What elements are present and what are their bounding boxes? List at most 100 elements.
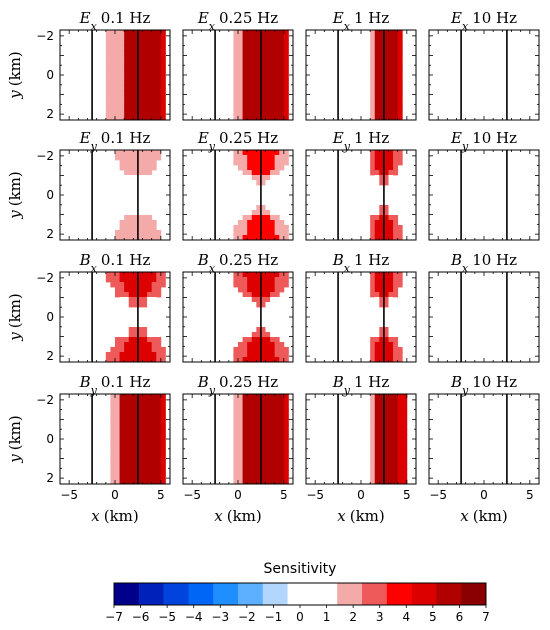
sensitivity-cell: [260, 55, 266, 61]
sensitivity-cell: [383, 399, 389, 405]
sensitivity-cell: [279, 409, 285, 415]
sensitivity-cell: [115, 474, 120, 480]
sensitivity-cell: [374, 155, 380, 161]
sensitivity-cell: [274, 70, 280, 76]
sensitivity-cell: [270, 160, 276, 166]
sensitivity-cell: [388, 155, 394, 161]
colorbar-tick-label: −4: [185, 610, 203, 624]
sensitivity-cell: [370, 230, 376, 236]
sensitivity-cell: [379, 100, 385, 106]
sensitivity-cell: [274, 210, 280, 216]
sensitivity-cell: [279, 225, 285, 231]
sensitivity-cell: [374, 210, 380, 216]
sensitivity-cell: [379, 277, 385, 283]
sensitivity-cell: [128, 409, 134, 415]
sensitivity-cell: [233, 347, 239, 353]
sensitivity-cell: [256, 337, 262, 343]
sensitivity-cell: [393, 80, 399, 86]
colorbar-tick-label: −6: [132, 610, 150, 624]
colorbar-tick-label: 6: [456, 610, 464, 624]
sensitivity-cell: [256, 434, 262, 440]
sensitivity-cell: [370, 235, 376, 241]
sensitivity-cell: [238, 90, 243, 96]
sensitivity-cell: [370, 469, 376, 475]
sensitivity-cell: [379, 394, 385, 400]
sensitivity-cell: [388, 404, 394, 410]
sensitivity-cell: [397, 454, 403, 460]
sensitivity-cell: [274, 429, 280, 435]
sensitivity-cell: [242, 70, 248, 76]
sensitivity-cell: [260, 90, 266, 96]
sensitivity-cell: [393, 100, 399, 106]
sensitivity-cell: [260, 100, 266, 106]
sensitivity-cell: [105, 357, 111, 363]
sensitivity-cell: [242, 175, 248, 181]
panel-title: Ex 0.25 Hz: [197, 9, 278, 33]
sensitivity-cell: [247, 30, 253, 36]
sensitivity-cell: [151, 90, 157, 96]
sensitivity-cell: [265, 45, 271, 51]
sensitivity-cell: [379, 155, 385, 161]
sensitivity-cell: [147, 175, 153, 181]
sensitivity-cell: [393, 160, 399, 166]
sensitivity-cell: [133, 479, 139, 485]
sensitivity-cell: [374, 302, 380, 308]
sensitivity-cell: [128, 282, 134, 288]
sensitivity-cell: [370, 459, 376, 465]
sensitivity-cell: [242, 45, 248, 51]
y-tick-label: 0: [46, 432, 54, 446]
sensitivity-cell: [133, 282, 139, 288]
sensitivity-cell: [274, 394, 280, 400]
sensitivity-cell: [137, 449, 143, 455]
sensitivity-cell: [279, 55, 285, 61]
sensitivity-cell: [137, 45, 143, 51]
sensitivity-cell: [383, 449, 389, 455]
sensitivity-cell: [270, 419, 276, 425]
colorbar-tick-label: 2: [349, 610, 357, 624]
sensitivity-cell: [260, 394, 266, 400]
sensitivity-cell: [151, 287, 157, 293]
sensitivity-cell: [233, 469, 239, 475]
sensitivity-cell: [151, 210, 157, 216]
sensitivity-cell: [128, 180, 134, 186]
sensitivity-cell: [156, 40, 162, 46]
sensitivity-cell: [374, 337, 380, 343]
sensitivity-cell: [133, 399, 139, 405]
sensitivity-cell: [379, 80, 385, 86]
sensitivity-cell: [128, 155, 134, 161]
sensitivity-cell: [142, 409, 148, 415]
sensitivity-cell: [388, 230, 394, 236]
sensitivity-cell: [251, 155, 257, 161]
sensitivity-cell: [124, 394, 130, 400]
sensitivity-cell: [142, 85, 148, 91]
sensitivity-cell: [374, 352, 380, 358]
sensitivity-cell: [247, 115, 253, 121]
sensitivity-cell: [270, 332, 276, 338]
sensitivity-cell: [397, 419, 403, 425]
sensitivity-cell: [256, 449, 262, 455]
sensitivity-cell: [256, 230, 262, 236]
sensitivity-cell: [274, 75, 280, 81]
sensitivity-cell: [128, 220, 134, 226]
sensitivity-cell: [124, 469, 130, 475]
sensitivity-cell: [151, 115, 157, 121]
sensitivity-cell: [274, 332, 280, 338]
sensitivity-cell: [128, 40, 134, 46]
sensitivity-cell: [115, 414, 120, 420]
sensitivity-cell: [105, 35, 111, 41]
sensitivity-cell: [383, 327, 389, 333]
sensitivity-cell: [242, 40, 248, 46]
sensitivity-cell: [370, 155, 376, 161]
sensitivity-cell: [119, 115, 125, 121]
sensitivity-cell: [128, 165, 134, 171]
sensitivity-cell: [137, 287, 143, 293]
sensitivity-cell: [133, 220, 139, 226]
sensitivity-cell: [388, 409, 394, 415]
sensitivity-cell: [124, 95, 130, 101]
sensitivity-cell: [115, 469, 120, 475]
sensitivity-cell: [247, 60, 253, 66]
sensitivity-cell: [151, 337, 157, 343]
sensitivity-cell: [247, 155, 253, 161]
sensitivity-cell: [379, 160, 385, 166]
sensitivity-cell: [160, 409, 166, 415]
